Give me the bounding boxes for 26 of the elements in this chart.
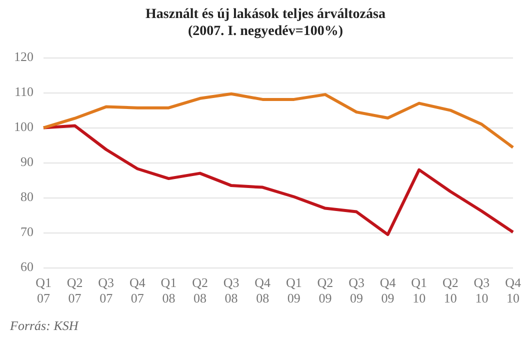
x-tick-label: Q3 07 [98, 275, 114, 306]
x-tick-label: Q2 10 [442, 275, 458, 306]
x-tick-label: Q1 10 [411, 275, 428, 306]
y-tick-label: 110 [14, 84, 34, 100]
x-tick-label: Q2 07 [66, 275, 83, 306]
text: Forrás: KSH [10, 318, 78, 334]
x-tick-label: Q4 07 [129, 275, 146, 306]
x-tick-label: Q4 08 [254, 275, 272, 306]
y-tick-label: 80 [20, 189, 34, 204]
x-tick-label: Q1 08 [160, 275, 177, 306]
y-tick-label: 60 [20, 259, 34, 274]
x-tick-label: Q4 10 [505, 275, 522, 306]
x-tick-label: Q1 09 [286, 275, 302, 306]
x-tick-label: Q3 10 [474, 275, 490, 306]
y-tick-label: 70 [20, 224, 34, 240]
y-tick-label: 120 [14, 49, 34, 64]
x-tick-label: Q3 09 [348, 275, 364, 306]
chart-subtitle: (2007. I. negyedév=100%) [187, 23, 344, 40]
x-tick-label: Q2 09 [317, 275, 334, 306]
chart-title: Használt és új lakások teljes árváltozása [144, 6, 386, 23]
y-tick-label: 100 [14, 119, 34, 134]
x-tick-label: Q2 08 [192, 275, 208, 306]
x-tick-label: Q1 07 [36, 275, 52, 306]
x-tick-label: Q4 09 [380, 275, 396, 306]
y-tick-label: 90 [20, 154, 34, 170]
x-tick-label: Q3 08 [223, 275, 240, 306]
